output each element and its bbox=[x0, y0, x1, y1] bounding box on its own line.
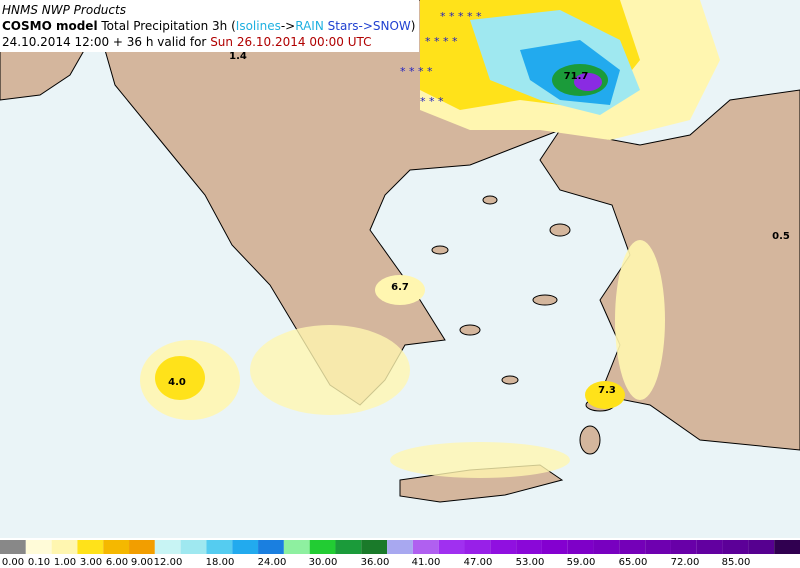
run: 24.10.2014 12:00 + 36 h valid for bbox=[2, 35, 207, 49]
legend-label: 36.00 bbox=[361, 557, 390, 568]
legend-swatch bbox=[0, 540, 26, 554]
stars: Stars-> bbox=[327, 19, 373, 33]
title-text: Total Precipitation 3h ( bbox=[101, 19, 236, 33]
legend-swatch bbox=[154, 540, 181, 554]
legend-swatch bbox=[722, 540, 749, 554]
legend-label: 47.00 bbox=[464, 557, 493, 568]
max-label: 0.5 bbox=[772, 231, 790, 242]
max-label: 7.3 bbox=[598, 385, 616, 396]
legend-label: 0.00 bbox=[2, 557, 24, 568]
legend-label: 12.00 bbox=[154, 557, 183, 568]
paren: ) bbox=[410, 19, 416, 33]
precipitation bbox=[140, 0, 720, 478]
legend-swatch bbox=[361, 540, 388, 554]
legend-label: 9.00 bbox=[131, 557, 153, 568]
legend-swatch bbox=[129, 540, 155, 554]
legend-swatch bbox=[541, 540, 568, 554]
legend-swatch bbox=[645, 540, 671, 554]
model: COSMO model bbox=[2, 19, 98, 33]
max-label: 1.4 bbox=[229, 51, 247, 62]
legend-label: 1.00 bbox=[54, 557, 76, 568]
legend-swatch bbox=[774, 540, 800, 554]
legend-label: 72.00 bbox=[671, 557, 700, 568]
legend-swatch bbox=[180, 540, 207, 554]
legend-swatch bbox=[516, 540, 542, 554]
legend-swatch bbox=[696, 540, 723, 554]
legend-swatch bbox=[258, 540, 284, 554]
source: HNMS NWP Products bbox=[2, 3, 126, 17]
legend-swatch bbox=[490, 540, 517, 554]
svg-text:* * * * *: * * * * * bbox=[440, 10, 482, 23]
legend-swatch bbox=[206, 540, 233, 554]
legend-swatch bbox=[283, 540, 310, 554]
legend-swatch bbox=[51, 540, 78, 554]
svg-text:* * *: * * * bbox=[420, 95, 444, 108]
legend-swatch bbox=[464, 540, 491, 554]
legend-label: 41.00 bbox=[412, 557, 441, 568]
legend-label: 59.00 bbox=[567, 557, 596, 568]
legend-swatch bbox=[619, 540, 646, 554]
legend-label: 18.00 bbox=[206, 557, 235, 568]
svg-text:* * * *: * * * * bbox=[425, 35, 458, 48]
legend-label: 30.00 bbox=[309, 557, 338, 568]
legend-swatch bbox=[412, 540, 439, 554]
legend-swatch bbox=[387, 540, 413, 554]
legend-swatch bbox=[567, 540, 594, 554]
max-label: 71.7 bbox=[564, 71, 589, 82]
legend-swatch bbox=[670, 540, 697, 554]
header: HNMS NWP Products COSMO model Total Prec… bbox=[0, 0, 420, 52]
time: 24.10.2014 12:00 + 36 h valid for Sun 26… bbox=[2, 34, 415, 50]
legend-label: 85.00 bbox=[722, 557, 751, 568]
snow-stars: * * * * * * * * * * * * * * * * bbox=[400, 10, 482, 108]
snow: SNOW bbox=[372, 19, 411, 33]
legend-swatch bbox=[593, 540, 620, 554]
valid: Sun 26.10.2014 00:00 UTC bbox=[210, 35, 372, 49]
svg-text:* * * *: * * * * bbox=[400, 65, 433, 78]
legend-swatch bbox=[335, 540, 362, 554]
legend-swatch bbox=[77, 540, 104, 554]
legend-label: 3.00 bbox=[80, 557, 102, 568]
max-label: 6.7 bbox=[391, 282, 409, 293]
legend-label: 53.00 bbox=[516, 557, 545, 568]
legend-swatch bbox=[438, 540, 465, 554]
legend-swatch bbox=[25, 540, 52, 554]
legend-label: 6.00 bbox=[106, 557, 128, 568]
legend-swatch bbox=[103, 540, 130, 554]
legend-label: 0.10 bbox=[28, 557, 50, 568]
legend-label: 65.00 bbox=[619, 557, 648, 568]
isolines: Isolines bbox=[235, 19, 281, 33]
legend-swatch bbox=[309, 540, 336, 554]
title: COSMO model Total Precipitation 3h (Isol… bbox=[2, 18, 415, 34]
legend-swatch bbox=[232, 540, 259, 554]
legend-swatch bbox=[748, 540, 775, 554]
rain: RAIN bbox=[295, 19, 324, 33]
arrow: -> bbox=[280, 19, 296, 33]
legend-label: 24.00 bbox=[258, 557, 287, 568]
max-label: 4.0 bbox=[168, 377, 186, 388]
